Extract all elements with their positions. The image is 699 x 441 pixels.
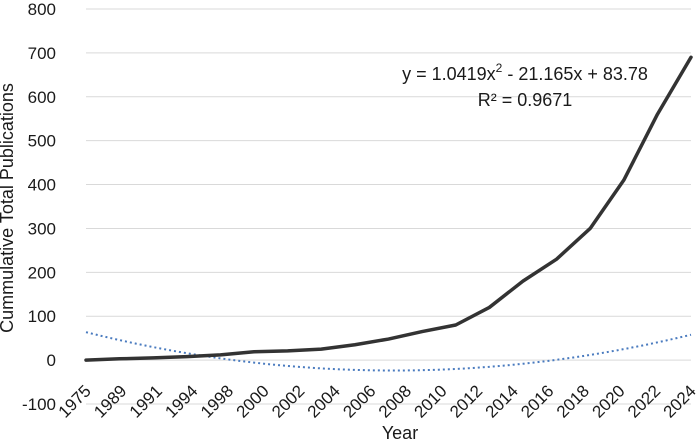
y-tick-label: 400	[28, 176, 56, 195]
x-tick-label: 1998	[197, 381, 237, 421]
x-tick-label: 2000	[233, 381, 273, 421]
x-tick-label: 2010	[411, 381, 451, 421]
y-tick-label: 600	[28, 88, 56, 107]
x-tick-label: 1991	[126, 381, 166, 421]
trendline	[85, 331, 692, 372]
x-tick-label: 1975	[55, 381, 95, 421]
series-line	[84, 55, 693, 362]
y-tick-label: -100	[22, 395, 56, 414]
x-tick-label: 2024	[660, 381, 699, 421]
series-layer	[84, 55, 693, 362]
y-axis-label: Cummulative Total Publications	[0, 83, 17, 333]
x-tick-label: 2008	[375, 381, 415, 421]
x-tick-label: 2016	[517, 381, 557, 421]
trendline-r-squared: R² = 0.9671	[478, 90, 573, 110]
y-tick-label: 200	[28, 263, 56, 282]
grid-lines	[86, 8, 691, 405]
x-tick-label: 2022	[624, 381, 664, 421]
y-tick-label: 500	[28, 132, 56, 151]
y-tick-label: 100	[28, 307, 56, 326]
x-tick-label: 2006	[339, 381, 379, 421]
x-tick-label: 2020	[588, 381, 628, 421]
y-tick-labels: -100 0 100 200 300 400 500 600 700 800	[22, 0, 56, 414]
y-tick-label: 700	[28, 44, 56, 63]
x-tick-label: 2004	[304, 381, 344, 421]
x-tick-label: 1989	[90, 381, 130, 421]
trendline-layer	[85, 331, 692, 372]
x-tick-label: 2002	[268, 381, 308, 421]
x-tick-label: 2014	[482, 381, 522, 421]
x-tick-label: 1994	[161, 381, 201, 421]
x-axis-label: Year	[382, 423, 418, 441]
x-tick-labels: 1975198919911994199820002002200420062008…	[55, 381, 699, 421]
y-tick-label: 0	[47, 351, 56, 370]
x-tick-label: 2012	[446, 381, 486, 421]
y-tick-label: 800	[28, 0, 56, 19]
x-tick-label: 2018	[553, 381, 593, 421]
y-tick-label: 300	[28, 219, 56, 238]
trendline-equation: y = 1.0419x2 - 21.165x + 83.78	[402, 61, 648, 84]
